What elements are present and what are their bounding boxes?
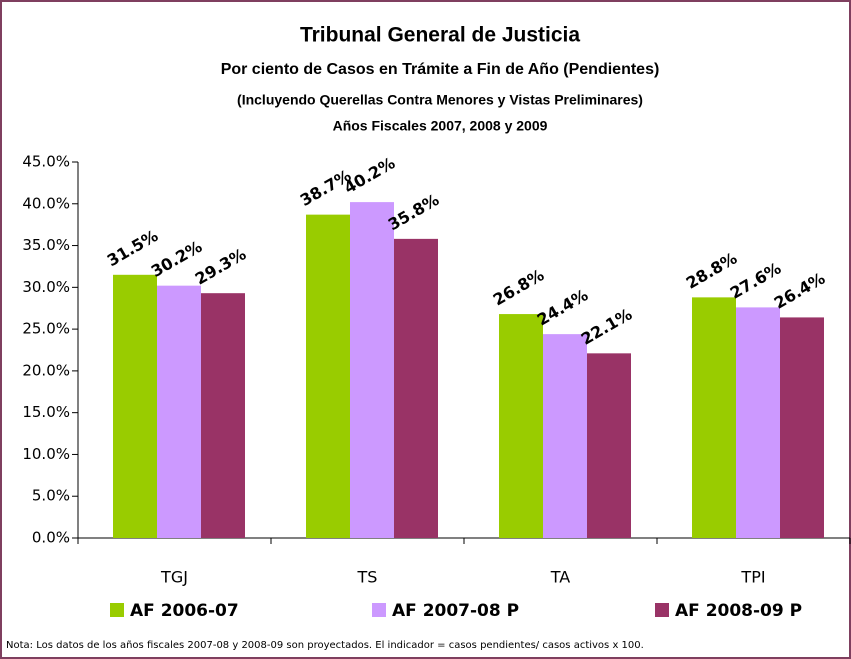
legend-swatch bbox=[655, 603, 669, 617]
legend-label: AF 2006-07 bbox=[130, 601, 239, 621]
x-tick-label: TS bbox=[357, 568, 378, 587]
y-tick-label: 0.0% bbox=[32, 529, 70, 547]
footnote: Nota: Los datos de los años fiscales 200… bbox=[6, 640, 644, 651]
bar bbox=[201, 293, 245, 538]
x-tick-label: TGJ bbox=[160, 568, 188, 587]
chart-title: Tribunal General de Justicia bbox=[300, 24, 580, 47]
y-tick-label: 45.0% bbox=[22, 153, 70, 171]
y-tick-label: 40.0% bbox=[22, 194, 70, 212]
y-tick-label: 5.0% bbox=[32, 487, 70, 505]
bar bbox=[736, 307, 780, 538]
chart-subtitle: Por ciento de Casos en Trámite a Fin de … bbox=[221, 61, 660, 78]
legend-swatch bbox=[372, 603, 386, 617]
bar bbox=[780, 317, 824, 538]
y-tick-label: 35.0% bbox=[22, 236, 70, 254]
x-tick-label: TPI bbox=[740, 568, 765, 587]
chart-subtitle: (Incluyendo Querellas Contra Menores y V… bbox=[237, 92, 643, 108]
legend-label: AF 2008-09 P bbox=[675, 601, 802, 621]
y-tick-label: 20.0% bbox=[22, 361, 70, 379]
legend-label: AF 2007-08 P bbox=[392, 601, 519, 621]
legend-swatch bbox=[110, 603, 124, 617]
y-tick-label: 25.0% bbox=[22, 320, 70, 338]
bar bbox=[113, 274, 157, 538]
bar bbox=[692, 297, 736, 538]
chart-subtitle: Años Fiscales 2007, 2008 y 2009 bbox=[333, 118, 548, 134]
bar bbox=[350, 202, 394, 538]
y-tick-label: 10.0% bbox=[22, 445, 70, 463]
y-tick-label: 15.0% bbox=[22, 403, 70, 421]
x-tick-label: TA bbox=[550, 568, 571, 587]
bar bbox=[306, 214, 350, 538]
bar bbox=[394, 238, 438, 539]
y-tick-label: 30.0% bbox=[22, 278, 70, 296]
bar bbox=[499, 314, 543, 538]
bar bbox=[157, 285, 201, 538]
bar bbox=[587, 353, 631, 538]
bar bbox=[543, 334, 587, 538]
